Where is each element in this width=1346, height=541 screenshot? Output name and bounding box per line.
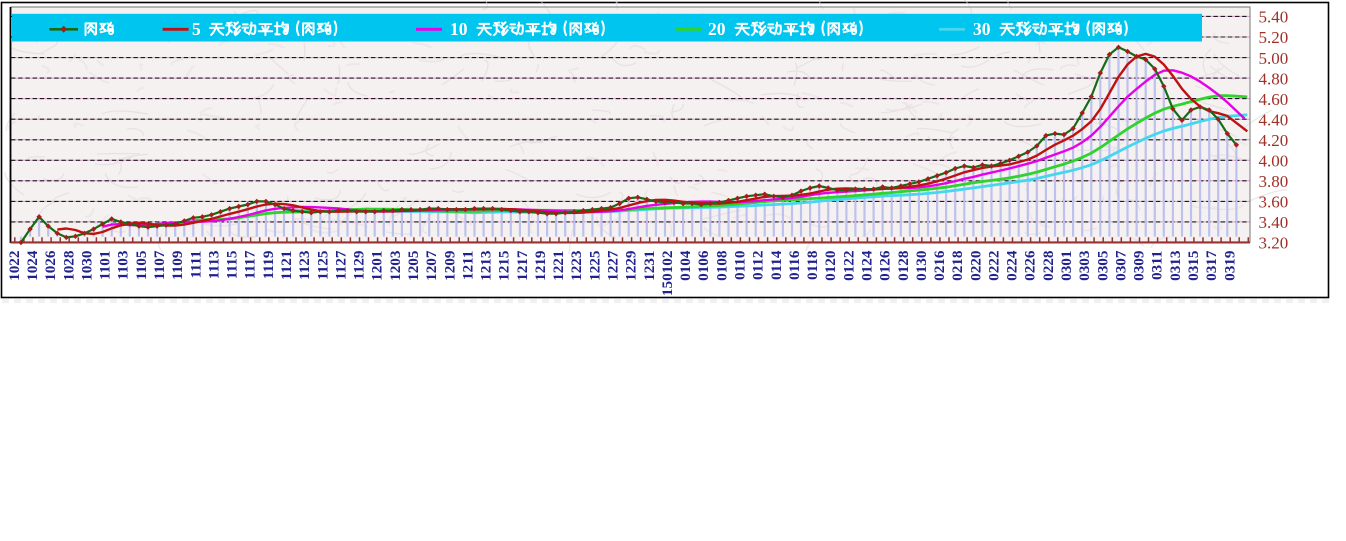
svg-text:1024: 1024 <box>24 250 41 281</box>
svg-text:3.20: 3.20 <box>1259 234 1289 253</box>
svg-text:0124: 0124 <box>859 250 876 281</box>
svg-text:0106: 0106 <box>695 250 712 281</box>
svg-text:1215: 1215 <box>496 250 513 281</box>
svg-text:1026: 1026 <box>42 250 59 281</box>
svg-text:1217: 1217 <box>514 250 531 281</box>
svg-text:0315: 0315 <box>1185 250 1202 281</box>
svg-text:30: 30 <box>973 19 991 39</box>
svg-text:0313: 0313 <box>1167 250 1184 281</box>
svg-text:1117: 1117 <box>242 250 259 279</box>
svg-text:3.60: 3.60 <box>1259 193 1289 212</box>
svg-text:1111: 1111 <box>187 251 204 279</box>
svg-text:1119: 1119 <box>260 250 277 279</box>
svg-text:0122: 0122 <box>840 251 857 281</box>
svg-text:1211: 1211 <box>459 251 476 281</box>
svg-text:0118: 0118 <box>804 250 821 280</box>
svg-text:0226: 0226 <box>1022 250 1039 281</box>
svg-text:0126: 0126 <box>877 250 894 281</box>
svg-text:0220: 0220 <box>967 250 984 281</box>
svg-text:4.40: 4.40 <box>1259 110 1289 129</box>
svg-text:1219: 1219 <box>532 250 549 281</box>
svg-text:1127: 1127 <box>332 250 349 280</box>
svg-text:3.40: 3.40 <box>1259 213 1289 232</box>
svg-text:0130: 0130 <box>913 250 930 281</box>
svg-text:4.20: 4.20 <box>1259 131 1289 150</box>
svg-text:0120: 0120 <box>822 250 839 281</box>
svg-text:0309: 0309 <box>1131 250 1148 281</box>
svg-text:1107: 1107 <box>151 250 168 280</box>
svg-text:0222: 0222 <box>986 251 1003 281</box>
svg-text:0108: 0108 <box>713 250 730 281</box>
svg-text:5.40: 5.40 <box>1259 8 1289 27</box>
svg-text:0228: 0228 <box>1040 250 1057 281</box>
svg-text:1129: 1129 <box>351 250 368 280</box>
svg-text:5.20: 5.20 <box>1259 28 1289 47</box>
svg-text:0110: 0110 <box>732 250 749 280</box>
svg-text:1103: 1103 <box>115 250 132 280</box>
svg-text:1028: 1028 <box>60 250 77 281</box>
svg-text:0303: 0303 <box>1076 250 1093 281</box>
svg-text:1227: 1227 <box>605 250 622 281</box>
svg-text:0224: 0224 <box>1004 250 1021 281</box>
svg-text:4.60: 4.60 <box>1259 90 1289 109</box>
svg-text:0305: 0305 <box>1094 250 1111 281</box>
svg-text:1109: 1109 <box>169 250 186 280</box>
svg-text:1229: 1229 <box>623 250 640 281</box>
svg-text:0317: 0317 <box>1203 250 1220 281</box>
svg-text:4.80: 4.80 <box>1259 69 1289 88</box>
svg-text:150102: 150102 <box>659 251 676 297</box>
svg-text:0311: 0311 <box>1149 251 1166 281</box>
svg-text:1123: 1123 <box>296 250 313 280</box>
svg-text:5.00: 5.00 <box>1259 49 1289 68</box>
svg-text:1121: 1121 <box>278 251 295 281</box>
svg-text:1201: 1201 <box>369 251 386 281</box>
svg-text:1125: 1125 <box>314 250 331 280</box>
svg-text:5: 5 <box>192 19 201 39</box>
svg-text:1205: 1205 <box>405 250 422 281</box>
svg-text:0216: 0216 <box>931 250 948 281</box>
svg-text:1203: 1203 <box>387 250 404 281</box>
svg-text:0128: 0128 <box>895 250 912 281</box>
svg-text:4.00: 4.00 <box>1259 152 1289 171</box>
svg-text:1113: 1113 <box>205 250 222 279</box>
svg-text:3.80: 3.80 <box>1259 172 1289 191</box>
svg-text:1225: 1225 <box>586 250 603 281</box>
svg-text:0114: 0114 <box>768 250 785 280</box>
svg-text:0104: 0104 <box>677 250 694 281</box>
svg-text:1030: 1030 <box>79 250 96 281</box>
svg-text:1105: 1105 <box>133 250 150 280</box>
svg-text:1022: 1022 <box>6 251 23 281</box>
svg-text:0112: 0112 <box>750 251 767 281</box>
svg-text:0307: 0307 <box>1112 250 1129 281</box>
svg-text:0301: 0301 <box>1058 251 1075 281</box>
svg-text:0218: 0218 <box>949 250 966 281</box>
svg-text:1115: 1115 <box>224 250 241 279</box>
svg-text:1101: 1101 <box>97 251 114 281</box>
svg-text:0319: 0319 <box>1221 250 1238 281</box>
svg-text:1213: 1213 <box>478 250 495 281</box>
svg-text:1207: 1207 <box>423 250 440 281</box>
svg-text:1221: 1221 <box>550 251 567 281</box>
svg-text:10: 10 <box>450 19 468 39</box>
svg-text:1209: 1209 <box>441 250 458 281</box>
svg-text:1223: 1223 <box>568 250 585 281</box>
svg-text:20: 20 <box>708 19 726 39</box>
svg-text:0116: 0116 <box>786 250 803 280</box>
svg-text:1231: 1231 <box>641 251 658 281</box>
